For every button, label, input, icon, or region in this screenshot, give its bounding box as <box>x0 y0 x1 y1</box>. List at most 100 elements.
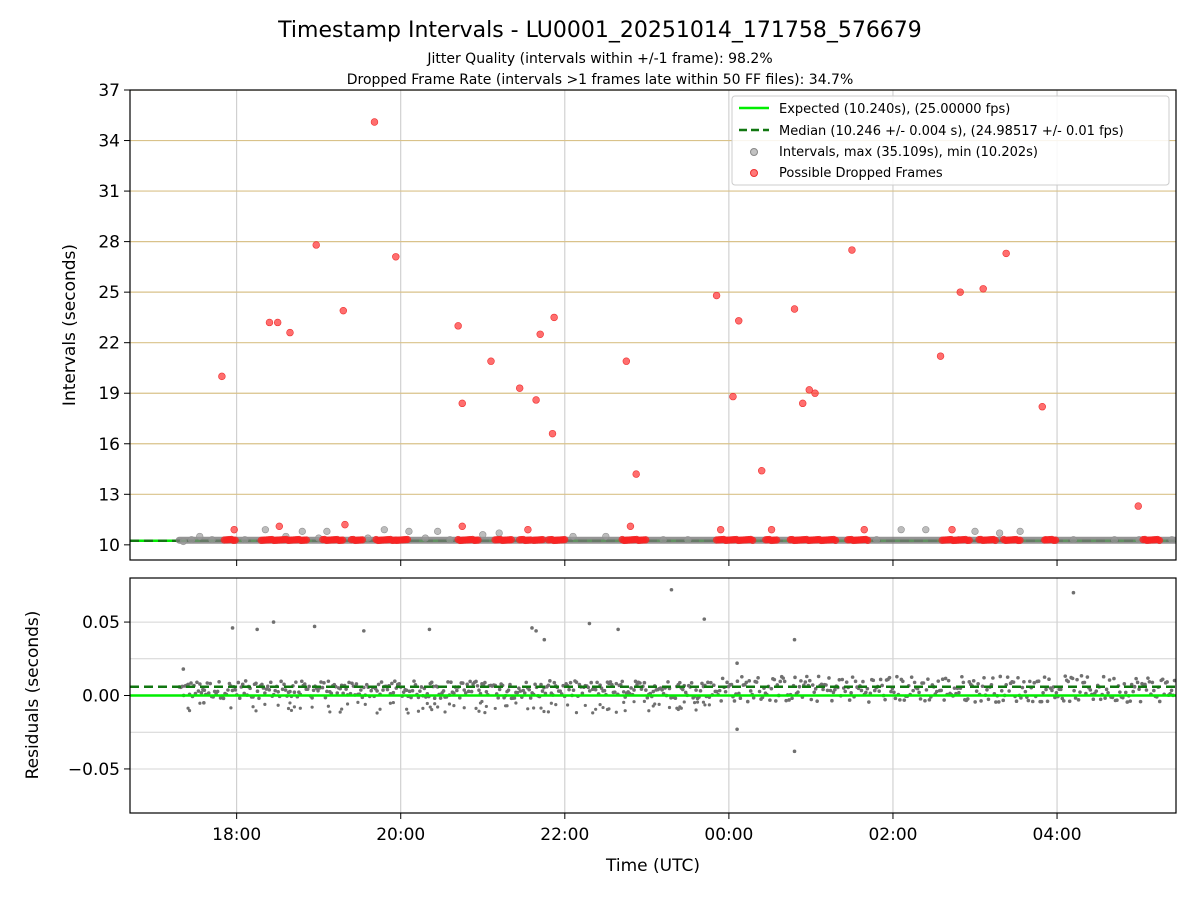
residual-point <box>740 675 744 679</box>
residual-point <box>484 689 489 694</box>
residual-point <box>651 689 656 694</box>
residual-point <box>940 677 945 682</box>
legend-box <box>731 95 1170 186</box>
residual-point <box>1157 699 1162 704</box>
residual-point <box>354 682 359 686</box>
interval-point <box>196 532 204 541</box>
residual-point <box>255 689 260 694</box>
dropped-frame-cluster-point <box>772 536 781 544</box>
residual-point <box>756 676 760 680</box>
residual-point <box>363 702 367 706</box>
residual-point <box>477 688 481 692</box>
x-axis-label: Time (UTC) <box>605 856 700 876</box>
residual-point <box>812 690 817 695</box>
residual-point <box>298 706 302 710</box>
residual-point <box>305 687 310 691</box>
residual-point <box>653 702 657 706</box>
dropped-frame-cluster-point <box>560 535 569 544</box>
residual-point <box>927 698 932 702</box>
residual-point <box>1022 679 1026 684</box>
residual-point <box>840 677 845 682</box>
residual-point <box>1125 700 1130 704</box>
residual-point <box>946 678 951 683</box>
bottom-y-tick-label: −0.05 <box>68 760 120 780</box>
residual-point <box>589 680 594 685</box>
residual-point <box>868 691 873 696</box>
residual-point <box>1118 690 1122 694</box>
residual-point <box>864 690 868 695</box>
residual-point <box>803 680 808 684</box>
residual-point <box>853 679 858 684</box>
residual-point <box>620 679 625 684</box>
residual-point <box>872 688 877 693</box>
dropped-frame-point <box>548 429 557 438</box>
dropped-frame-point <box>729 392 737 401</box>
residual-point <box>441 689 446 693</box>
interval-point <box>659 536 667 544</box>
residual-point <box>707 703 711 707</box>
residual-point <box>517 686 521 690</box>
residual-point <box>227 681 232 686</box>
residual-point <box>1020 685 1025 690</box>
residual-point <box>345 702 350 706</box>
residual-point <box>1137 687 1141 692</box>
residual-point <box>877 689 881 693</box>
residual-point <box>1007 689 1011 693</box>
dropped-frame-cluster-point <box>338 536 347 544</box>
residual-point <box>844 680 849 684</box>
residual-outlier-point <box>362 629 366 633</box>
chart-title: Timestamp Intervals - LU0001_20251014_17… <box>277 18 922 43</box>
residual-outlier-point <box>534 629 538 633</box>
residual-point <box>1014 699 1019 704</box>
residual-point <box>452 691 456 695</box>
legend: Expected (10.240s), (25.00000 fps) Media… <box>731 95 1170 186</box>
residual-point <box>571 688 576 693</box>
residual-point <box>405 707 409 711</box>
legend-dropped-swatch <box>750 169 758 177</box>
residual-point <box>660 688 664 692</box>
residual-point <box>524 680 529 685</box>
residual-point <box>613 690 617 694</box>
residual-outlier-point <box>669 587 674 592</box>
interval-point <box>922 526 930 534</box>
residual-point <box>325 689 329 694</box>
residual-point <box>436 705 440 709</box>
dropped-frame-point <box>811 389 819 397</box>
residual-point <box>379 680 384 684</box>
residual-point <box>438 696 443 700</box>
dropped-frame-point <box>767 525 776 534</box>
residual-point <box>391 700 395 705</box>
residual-point <box>186 682 190 687</box>
residual-point <box>587 689 592 693</box>
interval-point <box>897 526 905 534</box>
residual-point <box>1088 688 1093 692</box>
residual-point <box>633 679 638 684</box>
bottom-y-tick-label: 0.00 <box>82 687 120 707</box>
residual-point <box>828 688 833 693</box>
dropped-frame-point <box>799 399 807 408</box>
residual-point <box>714 689 719 694</box>
residual-point <box>639 687 644 691</box>
residual-point <box>986 697 991 702</box>
residual-point <box>243 679 248 683</box>
residual-point <box>815 699 819 703</box>
residual-point <box>594 707 598 711</box>
residual-point <box>280 687 285 692</box>
residual-point <box>809 697 814 702</box>
residual-outlier-point <box>616 627 620 632</box>
residual-point <box>887 675 892 680</box>
residual-point <box>830 698 834 703</box>
residual-point <box>926 677 930 681</box>
residual-point <box>1026 698 1031 703</box>
residual-point <box>1172 678 1176 683</box>
residual-point <box>748 689 753 693</box>
dropped-frame-cluster-point <box>831 536 840 545</box>
residual-point <box>375 711 379 715</box>
residual-point <box>1044 687 1048 692</box>
dropped-frame-point <box>524 525 532 534</box>
residual-point <box>539 682 543 687</box>
residual-point <box>1131 689 1135 694</box>
dropped-frame-point <box>286 328 294 337</box>
dropped-frame-point <box>1041 536 1050 544</box>
residual-point <box>719 699 723 703</box>
